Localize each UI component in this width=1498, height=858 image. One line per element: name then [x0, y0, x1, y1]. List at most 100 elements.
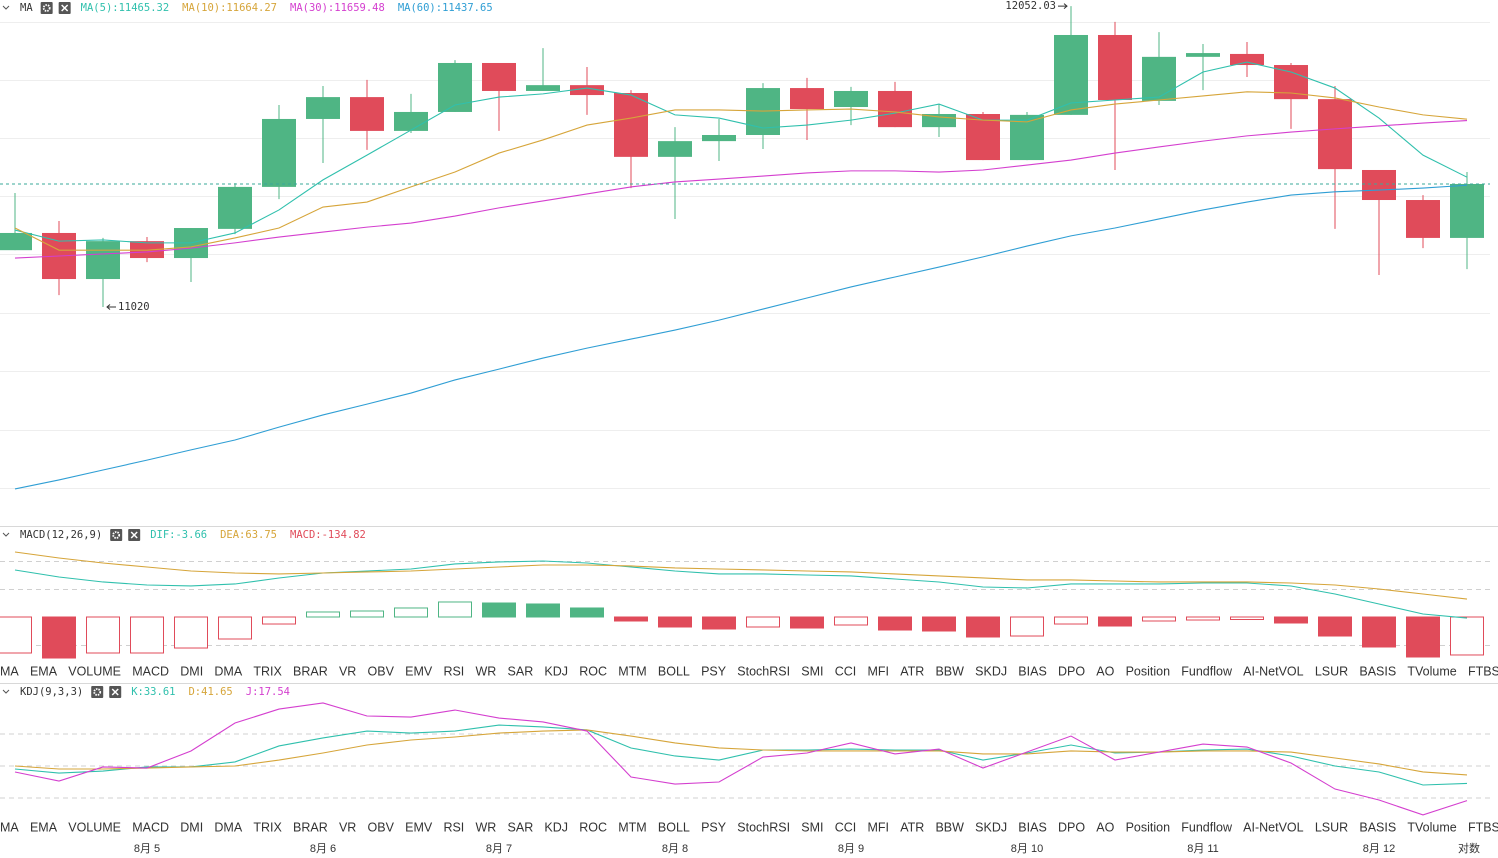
indicator-tab[interactable]: KDJ	[544, 820, 568, 834]
candle-body	[394, 111, 428, 131]
indicator-tab[interactable]: BOLL	[658, 820, 690, 834]
indicator-tab[interactable]: LSUR	[1315, 820, 1348, 834]
indicator-tab[interactable]: VR	[339, 664, 356, 678]
indicator-tab[interactable]: MA	[0, 664, 19, 678]
indicator-tab[interactable]: VOLUME	[68, 664, 121, 678]
scale-toggle[interactable]: 对数	[1458, 841, 1480, 855]
indicator-tab[interactable]: EMA	[30, 820, 58, 834]
indicator-tab[interactable]: AO	[1096, 820, 1114, 834]
indicator-tab[interactable]: SAR	[508, 664, 534, 678]
indicator-tab[interactable]: Fundflow	[1181, 820, 1233, 834]
legend-item: MA(60):11437.65	[398, 2, 493, 14]
indicator-tab[interactable]: BBW	[935, 820, 964, 834]
indicator-tab[interactable]: BASIS	[1359, 820, 1396, 834]
indicator-tab[interactable]: LSUR	[1315, 664, 1348, 678]
candle-body	[1230, 53, 1264, 66]
x-tick-label: 8月 7	[486, 843, 512, 855]
histogram-bar	[262, 616, 296, 625]
indicator-tab[interactable]: PSY	[701, 820, 727, 834]
indicator-tab[interactable]: BBW	[935, 664, 964, 678]
indicator-tab[interactable]: TVolume	[1407, 820, 1456, 834]
histogram-bar	[1274, 616, 1308, 624]
settings-icon[interactable]	[110, 529, 123, 541]
histogram-bar	[1054, 616, 1088, 625]
histogram-bar	[394, 607, 428, 618]
indicator-tab[interactable]: Position	[1126, 820, 1171, 834]
legend-item: D:41.65	[188, 686, 232, 698]
collapse-chevron[interactable]	[2, 5, 10, 10]
indicator-tab[interactable]: OBV	[368, 664, 395, 678]
indicator-tab[interactable]: Position	[1126, 664, 1171, 678]
indicator-tab[interactable]: ROC	[579, 664, 607, 678]
indicator-tab[interactable]: DMA	[214, 820, 242, 834]
candle-body	[306, 97, 340, 119]
indicator-tab[interactable]: AI-NetVOL	[1243, 820, 1303, 834]
indicator-tab[interactable]: FTBS	[1468, 820, 1498, 834]
legend-item: MA(5):11465.32	[81, 2, 170, 14]
indicator-tab[interactable]: EMV	[405, 664, 433, 678]
indicator-tab[interactable]: DMI	[180, 820, 203, 834]
legend-item: MACD:-134.82	[290, 529, 366, 541]
indicator-tab[interactable]: BOLL	[658, 664, 690, 678]
indicator-tab[interactable]: PSY	[701, 664, 727, 678]
histogram-bar	[42, 616, 76, 659]
indicator-tab[interactable]: StochRSI	[737, 820, 790, 834]
indicator-line	[14, 729, 1468, 776]
indicator-tab[interactable]: FTBS	[1468, 664, 1498, 678]
indicator-tab[interactable]: OBV	[368, 820, 395, 834]
indicator-tab[interactable]: CCI	[835, 664, 857, 678]
indicator-tab[interactable]: SMI	[801, 664, 823, 678]
indicator-tab[interactable]: DMA	[214, 664, 242, 678]
indicator-tab[interactable]: DPO	[1058, 664, 1085, 678]
indicator-tab[interactable]: MFI	[867, 664, 889, 678]
indicator-tab[interactable]: TRIX	[253, 820, 282, 834]
indicator-tab[interactable]: DPO	[1058, 820, 1085, 834]
indicator-tab[interactable]: VOLUME	[68, 820, 121, 834]
indicator-tab[interactable]: BASIS	[1359, 664, 1396, 678]
indicator-tab[interactable]: MTM	[618, 664, 646, 678]
settings-icon[interactable]	[91, 686, 104, 698]
indicator-tab[interactable]: BIAS	[1018, 664, 1046, 678]
indicator-tab[interactable]: RSI	[443, 664, 464, 678]
histogram-bar	[658, 616, 692, 628]
indicator-tab[interactable]: KDJ	[544, 664, 568, 678]
collapse-chevron[interactable]	[2, 689, 10, 694]
indicator-tab[interactable]: Fundflow	[1181, 664, 1233, 678]
histogram-bar	[746, 616, 780, 628]
indicator-tab[interactable]: WR	[475, 820, 496, 834]
indicator-tab[interactable]: CCI	[835, 820, 857, 834]
indicator-tab[interactable]: TVolume	[1407, 664, 1456, 678]
indicator-tab[interactable]: SKDJ	[975, 664, 1007, 678]
indicator-tab[interactable]: MACD	[132, 820, 169, 834]
indicator-tab[interactable]: MTM	[618, 820, 646, 834]
histogram-bar	[1010, 616, 1044, 637]
indicator-tab[interactable]: BIAS	[1018, 820, 1046, 834]
indicator-tab[interactable]: AO	[1096, 664, 1114, 678]
indicator-tab[interactable]: WR	[475, 664, 496, 678]
indicator-tab[interactable]: ROC	[579, 820, 607, 834]
indicator-tab[interactable]: DMI	[180, 664, 203, 678]
indicator-tab[interactable]: VR	[339, 820, 356, 834]
indicator-tab[interactable]: SAR	[508, 820, 534, 834]
indicator-tab[interactable]: SKDJ	[975, 820, 1007, 834]
indicator-tab[interactable]: AI-NetVOL	[1243, 664, 1303, 678]
indicator-tab[interactable]: MACD	[132, 664, 169, 678]
collapse-chevron[interactable]	[2, 532, 10, 537]
indicator-tab[interactable]: MFI	[867, 820, 889, 834]
indicator-tab[interactable]: EMA	[30, 664, 58, 678]
x-tick-label: 8月 10	[1011, 843, 1043, 855]
indicator-tab[interactable]: EMV	[405, 820, 433, 834]
indicator-tab[interactable]: BRAR	[293, 820, 328, 834]
candle-body	[1054, 34, 1088, 115]
candle-body	[262, 118, 296, 187]
indicator-tab[interactable]: StochRSI	[737, 664, 790, 678]
settings-icon[interactable]	[40, 2, 53, 14]
indicator-tab[interactable]: TRIX	[253, 664, 282, 678]
indicator-line	[14, 560, 1468, 619]
indicator-tab[interactable]: RSI	[443, 820, 464, 834]
indicator-tab[interactable]: ATR	[900, 820, 924, 834]
indicator-tab[interactable]: SMI	[801, 820, 823, 834]
indicator-tab[interactable]: MA	[0, 820, 19, 834]
indicator-tab[interactable]: ATR	[900, 664, 924, 678]
indicator-tab[interactable]: BRAR	[293, 664, 328, 678]
